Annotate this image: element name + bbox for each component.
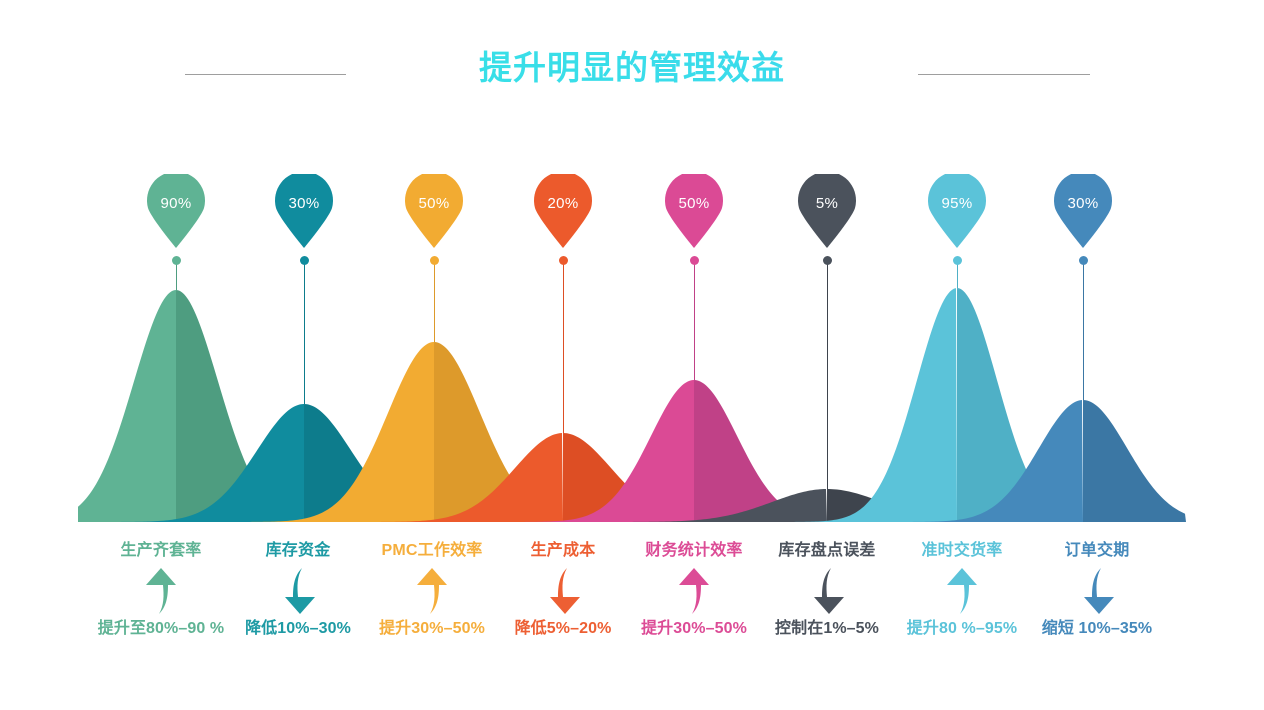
legend-value-5: 提升30%–50% — [641, 620, 747, 637]
bell-curve-left-half — [78, 380, 694, 522]
legend-caption-4: 生产成本 — [530, 542, 596, 559]
arrow-down-icon — [814, 568, 844, 614]
pin-teardrop-icon — [1054, 174, 1112, 248]
legend-value-3: 提升30%–50% — [379, 620, 485, 637]
legend-item-7[interactable]: 准时交货率提升80 %–95% — [882, 540, 1042, 640]
pin-stem-5 — [694, 261, 695, 380]
bell-curve-8 — [78, 400, 1186, 522]
legend-value-6: 控制在1%–5% — [775, 620, 879, 637]
bell-curve-7 — [78, 288, 1186, 522]
pin-teardrop-icon — [534, 174, 592, 248]
bell-curve-5 — [78, 380, 1186, 522]
legend-item-8[interactable]: 订单交期缩短 10%–35% — [1017, 540, 1177, 640]
pin-marker-7[interactable]: 95% — [925, 174, 989, 248]
arrow-up-icon — [146, 568, 176, 614]
bell-curves-group — [78, 288, 1186, 522]
legend-item-2[interactable]: 库存资金降低10%–30% — [218, 540, 378, 640]
legend-arrow-4 — [483, 568, 643, 614]
page-title: 提升明显的管理效益 — [0, 48, 1264, 88]
legend-arrow-2 — [218, 568, 378, 614]
bell-curve-right-half — [1083, 400, 1186, 522]
legend-arrow-5 — [614, 568, 774, 614]
bell-curve-left-half — [78, 404, 304, 522]
legend-value-1: 提升至80%–90 % — [97, 620, 225, 637]
title-rule-right — [918, 74, 1090, 75]
pin-stem-2 — [304, 261, 305, 404]
pin-stem-8 — [1083, 261, 1084, 400]
arrow-down-icon — [550, 568, 580, 614]
bell-curve-left-half — [78, 290, 176, 522]
pin-teardrop-icon — [147, 174, 205, 248]
legend-item-4[interactable]: 生产成本降低5%–20% — [483, 540, 643, 640]
legend-arrow-6 — [747, 568, 907, 614]
pin-dot-7 — [953, 256, 962, 265]
legend-value-2: 降低10%–30% — [245, 620, 351, 637]
title-rule-left — [185, 74, 346, 75]
legend-value-7: 提升80 %–95% — [906, 620, 1018, 637]
legend-arrow-7 — [882, 568, 1042, 614]
arrow-up-icon — [947, 568, 977, 614]
bell-curve-chart: 90% 30% 50% 20% 50% 5% 95% 30% — [0, 150, 1264, 530]
legend-caption-7: 准时交货率 — [921, 542, 1003, 559]
pin-dot-4 — [559, 256, 568, 265]
bell-curve-left-half — [78, 433, 563, 522]
pin-stem-6 — [827, 261, 828, 489]
pin-dot-2 — [300, 256, 309, 265]
pin-stem-7 — [957, 261, 958, 288]
arrow-down-icon — [285, 568, 315, 614]
pin-dot-5 — [690, 256, 699, 265]
pin-marker-1[interactable]: 90% — [144, 174, 208, 248]
bell-curve-left-half — [78, 342, 434, 522]
pin-marker-2[interactable]: 30% — [272, 174, 336, 248]
pin-marker-8[interactable]: 30% — [1051, 174, 1115, 248]
legend-arrow-1 — [81, 568, 241, 614]
pin-markers-group: 90% 30% 50% 20% 50% 5% 95% 30% — [0, 150, 1264, 530]
arrow-up-icon — [679, 568, 709, 614]
pin-teardrop-icon — [798, 174, 856, 248]
legend-caption-8: 订单交期 — [1064, 542, 1130, 559]
pin-marker-4[interactable]: 20% — [531, 174, 595, 248]
pin-dot-3 — [430, 256, 439, 265]
pin-teardrop-icon — [275, 174, 333, 248]
bell-curve-left-half — [78, 489, 827, 522]
pin-marker-5[interactable]: 50% — [662, 174, 726, 248]
pin-dot-8 — [1079, 256, 1088, 265]
legend-item-5[interactable]: 财务统计效率 提升30%–50% — [614, 540, 774, 640]
legend-arrow-8 — [1017, 568, 1177, 614]
legend-value-8: 缩短 10%–35% — [1041, 620, 1153, 637]
legend-row: 生产齐套率 提升至80%–90 % 库存资金 降低10%–30% PMC工作效率 提升30… — [0, 540, 1264, 690]
slide-header: 提升明显的管理效益 — [0, 0, 1264, 120]
pin-dot-6 — [823, 256, 832, 265]
bell-curve-right-half — [957, 288, 1186, 522]
legend-caption-6: 库存盘点误差 — [778, 542, 876, 559]
legend-item-6[interactable]: 库存盘点误差 控制在1%–5% — [747, 540, 907, 640]
legend-item-3[interactable]: PMC工作效率 提升30%–50% — [352, 540, 512, 640]
pin-marker-6[interactable]: 5% — [795, 174, 859, 248]
legend-value-4: 降低5%–20% — [514, 620, 612, 637]
pin-teardrop-icon — [928, 174, 986, 248]
pin-teardrop-icon — [665, 174, 723, 248]
legend-item-1[interactable]: 生产齐套率提升至80%–90 % — [81, 540, 241, 640]
pin-marker-3[interactable]: 50% — [402, 174, 466, 248]
pin-teardrop-icon — [405, 174, 463, 248]
arrow-up-icon — [417, 568, 447, 614]
legend-caption-3: PMC工作效率 — [381, 542, 483, 559]
pin-dot-1 — [172, 256, 181, 265]
arrow-down-icon — [1084, 568, 1114, 614]
pin-stem-1 — [176, 261, 177, 290]
legend-arrow-3 — [352, 568, 512, 614]
bell-curve-1 — [78, 290, 1186, 522]
pin-stem-4 — [563, 261, 564, 433]
legend-caption-5: 财务统计效率 — [645, 542, 743, 559]
legend-caption-1: 生产齐套率 — [120, 542, 202, 559]
legend-caption-2: 库存资金 — [265, 542, 331, 559]
bell-curve-right-half — [694, 380, 1186, 522]
pin-stem-3 — [434, 261, 435, 342]
